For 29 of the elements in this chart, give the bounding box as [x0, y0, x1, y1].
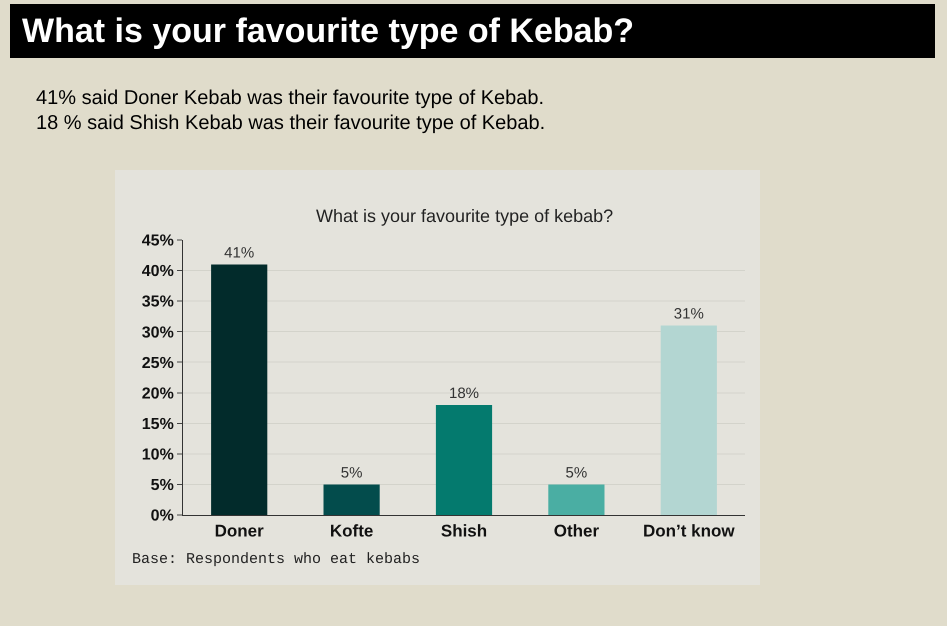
x-tick-label: Doner	[214, 521, 264, 540]
bar	[548, 484, 604, 515]
bar	[660, 326, 717, 515]
x-tick-label: Shish	[440, 521, 488, 540]
y-tick-label: 40%	[142, 263, 174, 280]
data-label: 5%	[566, 464, 588, 482]
y-tick-label: 5%	[150, 477, 174, 494]
x-tick-label: Kofte	[330, 521, 374, 540]
y-tick-label: 0%	[150, 508, 174, 525]
bar	[436, 405, 492, 515]
data-label: 31%	[674, 306, 704, 323]
chart-title: What is your favourite type of Kebab?	[10, 4, 935, 58]
data-label: 41%	[224, 244, 254, 262]
bar	[324, 484, 380, 515]
chart-subtitle: 41% said Doner Kebab was their favourite type of Kebab. 18 % said Shish Kebab was their favourite type of Kebab.	[36, 86, 546, 136]
text: Base: Respondents who eat kebabs	[132, 551, 420, 568]
y-tick-label: 15%	[142, 416, 174, 433]
y-tick-label: 35%	[142, 294, 174, 311]
y-tick-label: 45%	[142, 232, 174, 250]
data-label: 5%	[340, 464, 362, 482]
y-tick-label: 10%	[142, 446, 174, 464]
x-tick-label: Don’t know	[642, 521, 736, 540]
bar	[211, 264, 268, 515]
y-tick-label: 20%	[142, 385, 174, 402]
text: What is your favourite type of kebab?	[316, 206, 614, 226]
data-label: 18%	[448, 385, 480, 402]
x-tick-label: Other	[554, 521, 600, 540]
y-tick-label: 25%	[142, 354, 174, 372]
y-tick-label: 30%	[142, 324, 174, 342]
